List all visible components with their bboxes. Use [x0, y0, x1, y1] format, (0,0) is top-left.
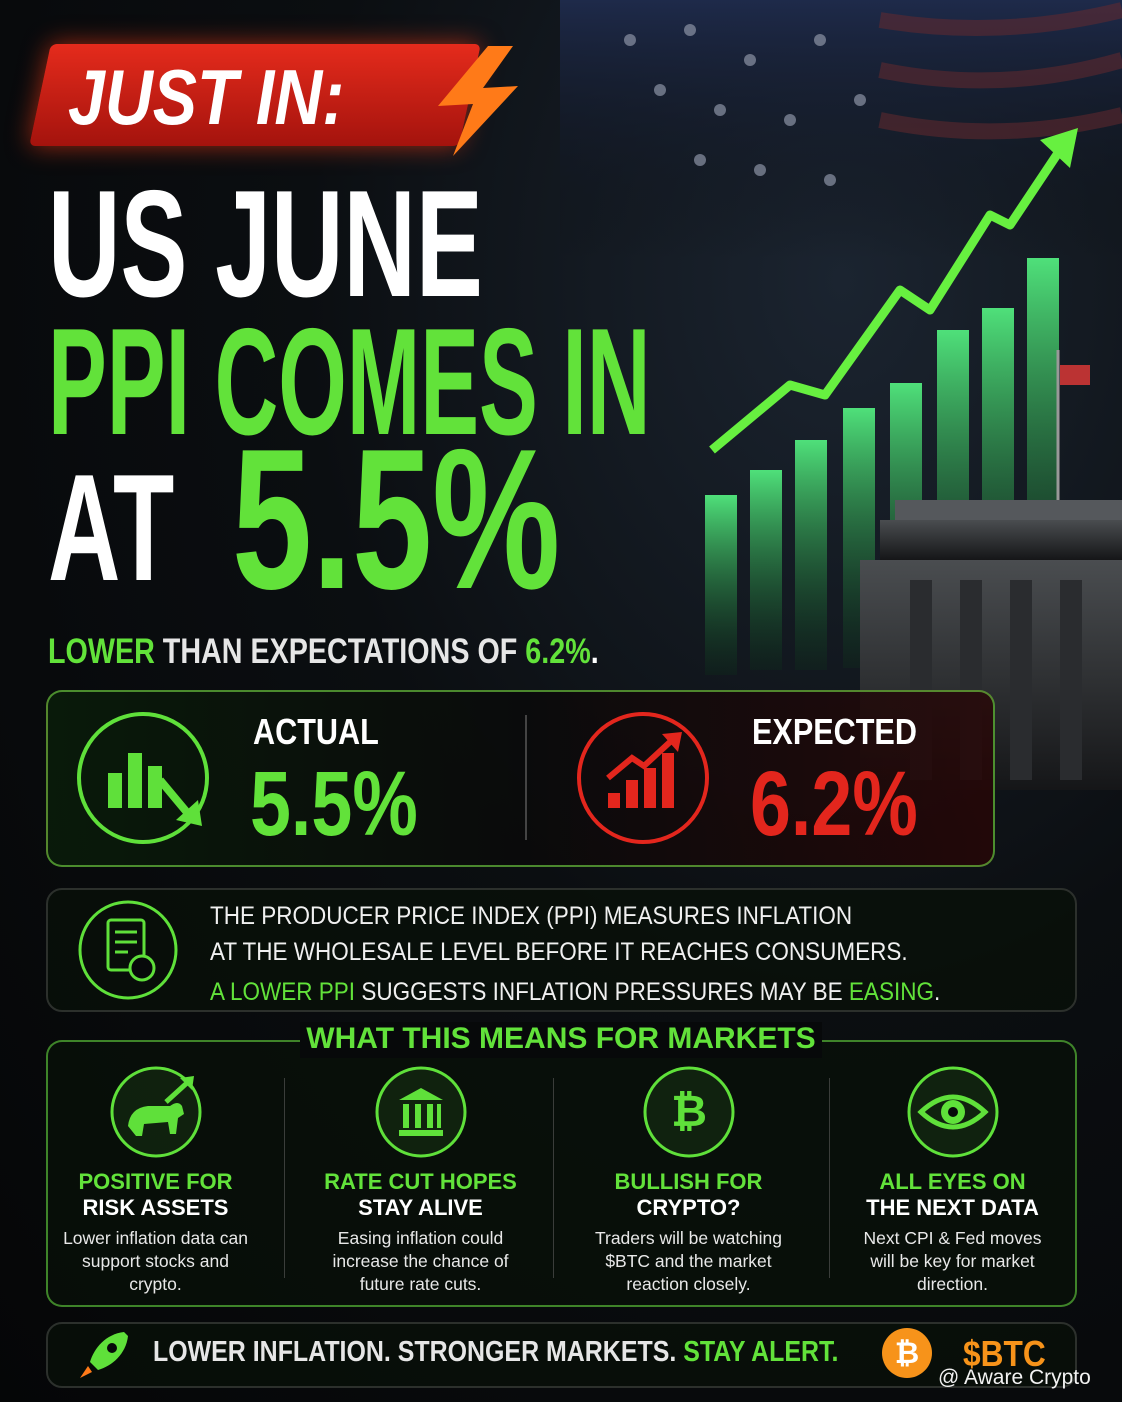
headline-line1: US JUNE	[48, 159, 483, 329]
market-icon	[907, 1066, 998, 1158]
divider	[284, 1078, 285, 1278]
market-item: POSITIVE FOR RISK ASSETS Lower inflation d…	[27, 1064, 284, 1296]
markets-items: POSITIVE FOR RISK ASSETS Lower inflation d…	[0, 1064, 1122, 1304]
flag-stars	[624, 24, 866, 186]
badge: JUST IN:	[68, 53, 345, 141]
expected-value: 6.2%	[750, 753, 918, 855]
market-item: ALL EYES ON THE NEXT DATA Next CPI & Fed m…	[824, 1064, 1081, 1296]
market-body: Traders will be watching $BTC and the ma…	[594, 1228, 783, 1294]
btc-coin: ₿	[882, 1328, 932, 1378]
lightning-icon	[438, 46, 518, 156]
headline-line2: PPI COMES IN	[48, 297, 651, 467]
info-text: THE PRODUCER PRICE INDEX (PPI) MEASURES …	[210, 898, 940, 1010]
market-title: POSITIVE FOR	[78, 1169, 233, 1194]
market-body: Lower inflation data can support stocks …	[63, 1228, 248, 1294]
info-line1: THE PRODUCER PRICE INDEX (PPI) MEASURES …	[210, 902, 853, 930]
actual-label: ACTUAL	[253, 711, 379, 752]
footer-ticker: $BTC	[963, 1333, 1046, 1374]
info-icon	[78, 900, 178, 1000]
subhead-end: .	[590, 632, 599, 671]
info-line3: SUGGESTS INFLATION PRESSURES MAY BE	[361, 978, 843, 1006]
market-item: RATE CUT HOPES STAY ALIVE Easing inflation…	[292, 1064, 549, 1296]
expected-label: EXPECTED	[752, 711, 917, 752]
divider	[553, 1078, 554, 1278]
stats-box	[46, 690, 995, 867]
market-icon	[375, 1066, 466, 1158]
footer-highlight: STAY ALERT.	[683, 1336, 839, 1368]
expected-icon	[577, 712, 709, 844]
info-box	[46, 888, 1077, 1012]
market-icon	[110, 1066, 201, 1158]
info-highlight2: EASING	[848, 978, 934, 1006]
markets-title: WHAT THIS MEANS FOR MARKETS	[306, 1022, 816, 1055]
watermark: @ Aware Crypto	[938, 1366, 1091, 1389]
info-highlight: A LOWER PPI	[210, 978, 356, 1006]
svg-text:₿: ₿	[671, 1087, 707, 1136]
footer-main: LOWER INFLATION. STRONGER MARKETS.	[153, 1336, 677, 1368]
stats-divider	[525, 715, 527, 840]
markets-title-bg	[300, 1022, 822, 1058]
market-body: Next CPI & Fed moves will be key for mar…	[863, 1228, 1042, 1294]
market-title: RATE CUT HOPES	[324, 1169, 517, 1194]
market-title: BULLISH FOR	[614, 1169, 763, 1194]
actual-icon	[77, 712, 209, 844]
svg-text:₿: ₿	[895, 1337, 919, 1370]
market-item: ₿ BULLISH FOR CRYPTO? Traders will be watch…	[560, 1064, 817, 1296]
flag-stripes	[878, 2, 1122, 140]
market-body: Easing inflation could increase the chan…	[332, 1228, 509, 1294]
market-icon: ₿	[643, 1066, 734, 1158]
trend-arrowhead	[1040, 128, 1078, 168]
market-title: ALL EYES ON	[879, 1169, 1026, 1194]
rocket-icon	[80, 1332, 128, 1378]
actual-value: 5.5%	[250, 753, 418, 855]
subhead: LOWER THAN EXPECTATIONS OF 6.2%.	[48, 634, 599, 669]
subhead-text: THAN EXPECTATIONS OF	[162, 632, 518, 671]
info-line2: AT THE WHOLESALE LEVEL BEFORE IT REACHES…	[210, 938, 908, 966]
markets-box	[46, 1040, 1077, 1307]
headline-prefix: AT	[48, 443, 175, 613]
divider	[829, 1078, 830, 1278]
market-title: CRYPTO?	[636, 1195, 741, 1220]
footer-text: LOWER INFLATION. STRONGER MARKETS. STAY …	[153, 1338, 838, 1367]
headline-value: 5.5%	[232, 408, 561, 631]
subhead-highlight: LOWER	[48, 632, 155, 671]
info-end: .	[933, 978, 941, 1006]
market-title: THE NEXT DATA	[866, 1195, 1039, 1220]
market-title: RISK ASSETS	[82, 1195, 229, 1220]
trend-arrow	[709, 135, 1072, 454]
market-title: STAY ALIVE	[358, 1195, 483, 1220]
subhead-value: 6.2%	[525, 632, 591, 671]
